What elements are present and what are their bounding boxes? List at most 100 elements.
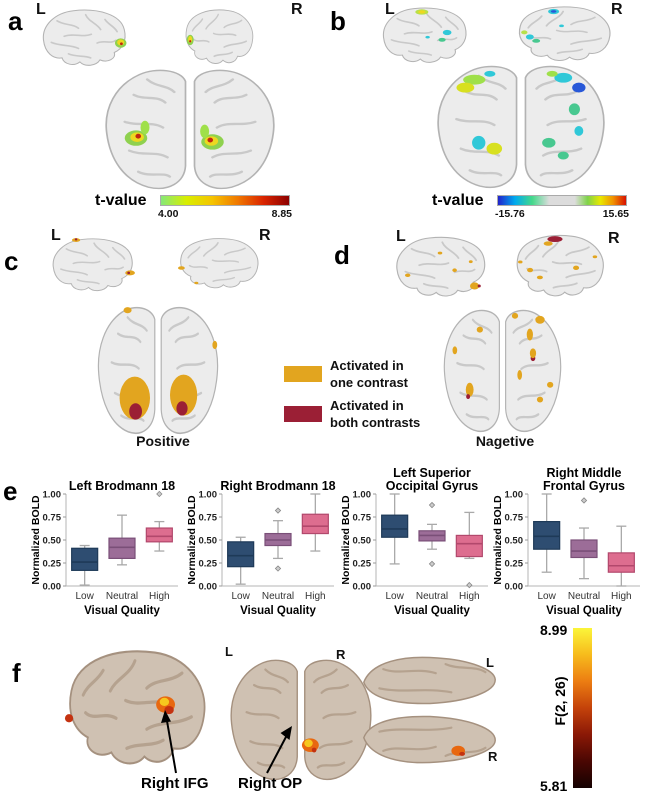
svg-text:Low: Low [385,591,404,602]
svg-text:0.00: 0.00 [43,582,62,593]
brain-a-posterior [100,66,280,191]
svg-text:High: High [459,591,480,602]
svg-text:Visual Quality: Visual Quality [546,605,622,617]
svg-text:Occipital Gyrus: Occipital Gyrus [386,479,478,493]
panel-f-annotation-right-ifg: Right IFG [141,775,209,792]
brain-c-lateral-right [178,235,264,292]
panel-f-colorbar-min: 5.81 [540,778,568,794]
svg-text:1.00: 1.00 [199,490,218,501]
panel-b-colorbar-title: t-value [432,192,484,209]
box-plot-2: Right Brodmann 18 0.00 0.25 0.50 0.75 1.00Nor… [186,479,336,617]
svg-text:1.00: 1.00 [353,490,372,501]
panel-e-label: e [3,476,18,506]
box-plot-1: Left Brodmann 18 0.00 0.25 0.50 0.75 1.00Norm… [30,479,178,617]
panel-b-label: b [330,6,346,36]
panel-f-posterior-left-marker: L [225,644,233,659]
svg-text:0.25: 0.25 [505,559,524,570]
svg-text:Neutral: Neutral [262,591,294,602]
legend-one-contrast-swatch [284,366,322,382]
legend-both-contrasts-swatch [284,406,322,422]
panel-a-colorbar-ticks: 4.00 8.85 [158,208,292,220]
panel-d-label: d [334,240,350,270]
panel-c-left-marker: L [51,227,61,244]
svg-text:Right Brodmann 18: Right Brodmann 18 [220,479,335,493]
brain-f-posterior [226,656,376,782]
panel-f-posterior-right-marker: R [336,647,346,662]
brain-a-lateral-right [182,6,258,68]
svg-text:Low: Low [537,591,556,602]
panel-f-colorbar-max: 8.99 [540,622,568,638]
panel-f-label: f [12,658,21,688]
svg-text:Right Middle: Right Middle [547,466,622,480]
panel-a-colorbar-title: t-value [95,192,147,209]
panel-a-left-marker: L [36,1,46,18]
svg-text:Visual Quality: Visual Quality [394,605,470,617]
panel-d-right-marker: R [608,230,620,247]
svg-text:Left Brodmann 18: Left Brodmann 18 [69,479,175,493]
brain-b-lateral-right [514,3,617,65]
svg-text:High: High [305,591,326,602]
svg-text:0.25: 0.25 [353,559,372,570]
svg-text:Low: Low [75,591,94,602]
svg-text:0.25: 0.25 [43,559,62,570]
svg-text:0.75: 0.75 [43,513,62,524]
panel-a-colorbar-min: 4.00 [158,208,179,220]
svg-text:Normalized BOLD: Normalized BOLD [492,495,504,585]
svg-text:Normalized BOLD: Normalized BOLD [340,495,352,585]
panel-d-caption: Nagetive [475,433,535,449]
brain-b-posterior [432,62,610,190]
brain-d-lateral-right [512,231,610,301]
panel-a-colorbar [160,195,290,206]
panel-b-colorbar-max: 15.65 [602,208,629,220]
svg-text:0.75: 0.75 [505,513,524,524]
svg-text:High: High [149,591,170,602]
brain-f-axial [356,652,502,768]
svg-text:1.00: 1.00 [43,490,62,501]
svg-text:Visual Quality: Visual Quality [84,605,160,617]
brain-d-posterior [440,306,565,434]
svg-text:Frontal Gyrus: Frontal Gyrus [543,479,625,493]
panel-b-left-marker: L [385,1,395,18]
brain-a-lateral-left [37,6,127,70]
panel-b-colorbar-ticks: -15.76 15.65 [495,208,629,220]
panel-e-charts: Left Brodmann 18 0.00 0.25 0.50 0.75 1.00 Norm… [0,466,645,626]
svg-text:0.00: 0.00 [505,582,524,593]
svg-text:0.50: 0.50 [505,536,524,547]
panel-f-axial-left-marker: L [486,655,494,670]
svg-text:0.00: 0.00 [353,582,372,593]
legend-one-contrast-label: Activated in one contrast [330,358,409,390]
svg-text:1.00: 1.00 [505,490,524,501]
brain-c-lateral-left [47,235,135,295]
panel-b-colorbar-min: -15.76 [495,208,525,220]
svg-text:Low: Low [231,591,250,602]
panel-f-annotation-right-op: Right OP [238,775,303,792]
brain-d-lateral-left [390,233,490,301]
legend-both-contrasts-label: Activated in both contrasts [330,398,421,430]
svg-text:Normalized BOLD: Normalized BOLD [186,495,198,585]
panel-b-right-marker: R [611,1,623,18]
panel-c-label: c [4,246,19,276]
panel-c-right-marker: R [259,227,271,244]
svg-text:Normalized BOLD: Normalized BOLD [30,495,42,585]
svg-text:Visual Quality: Visual Quality [240,605,316,617]
panel-d-left-marker: L [396,228,406,245]
panel-a-right-marker: R [291,1,303,18]
panel-a-label: a [8,6,23,36]
svg-text:0.75: 0.75 [199,513,218,524]
panel-f-colorbar [573,628,592,788]
brain-f-lateral [64,643,215,773]
svg-text:Neutral: Neutral [106,591,138,602]
svg-text:0.00: 0.00 [199,582,218,593]
svg-text:High: High [611,591,632,602]
brain-b-lateral-left [377,4,471,67]
panel-b-colorbar [497,195,627,206]
panel-c-caption: Positive [136,433,190,449]
svg-text:Left Superior: Left Superior [393,466,471,480]
brain-c-posterior [94,303,222,436]
panel-a-colorbar-max: 8.85 [271,208,292,220]
svg-text:0.75: 0.75 [353,513,372,524]
svg-text:Neutral: Neutral [416,591,448,602]
